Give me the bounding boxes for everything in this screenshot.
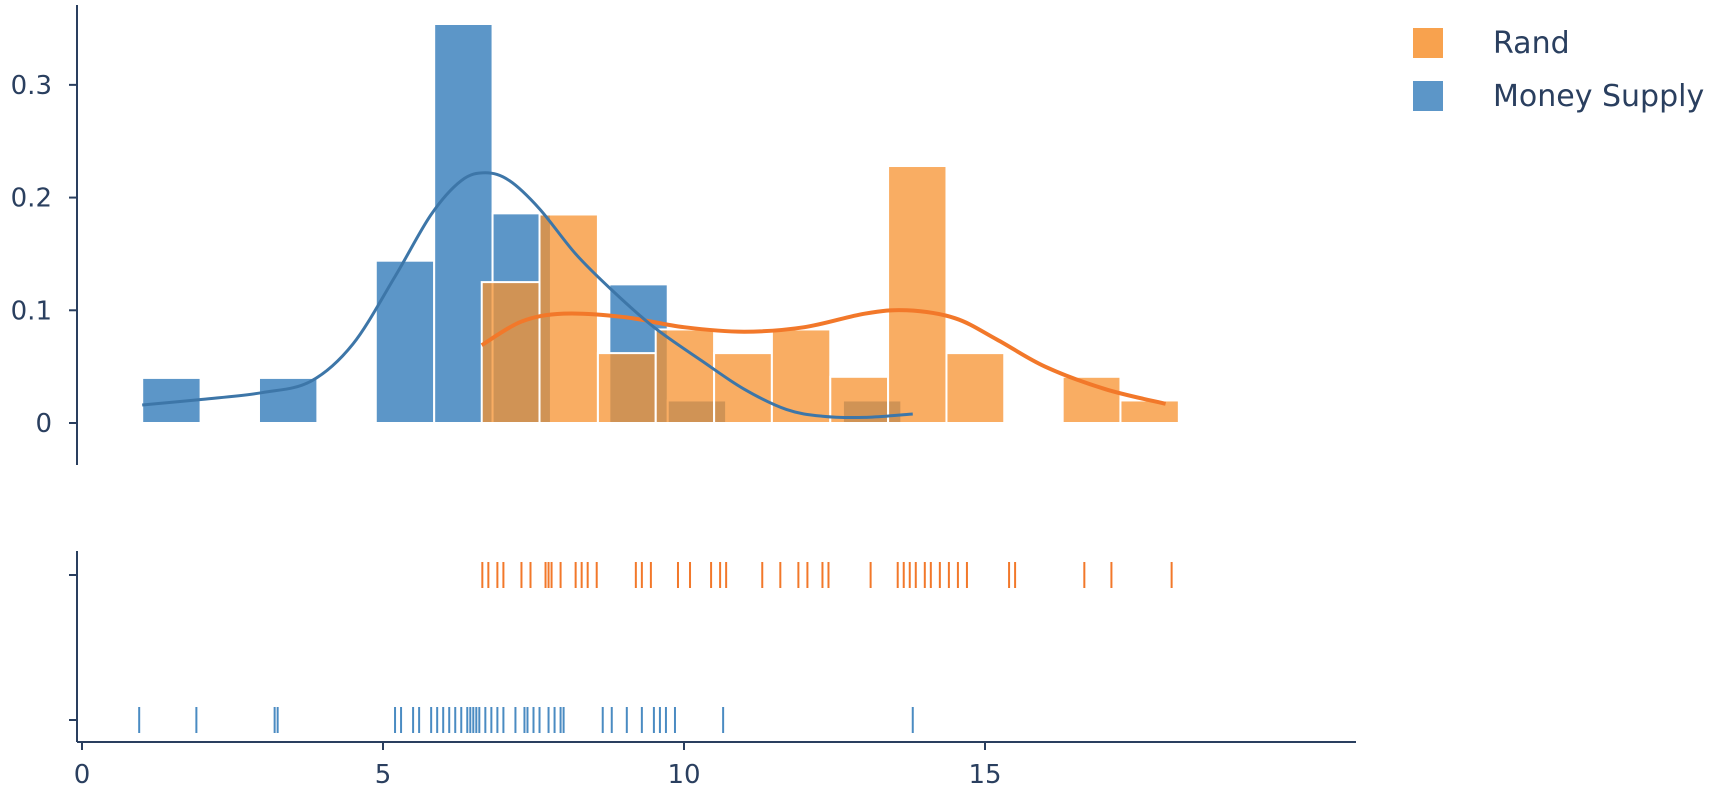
legend-label-rand: Rand	[1493, 26, 1570, 61]
x-tick-label-0: 0	[74, 760, 91, 790]
y-tick-label-3: 0.3	[11, 71, 52, 101]
bar-rand-1	[538, 213, 599, 424]
y-tick-label-1: 0.1	[11, 296, 52, 326]
legend: Rand Money Supply	[1413, 26, 1704, 114]
y-tick-label-2: 0.2	[11, 184, 52, 214]
legend-label-money-supply: Money Supply	[1493, 79, 1704, 114]
bar-rand-3	[654, 328, 716, 425]
bar-rand-11	[1119, 399, 1180, 425]
bar-money-supply-4	[374, 259, 436, 424]
legend-item-rand[interactable]: Rand	[1413, 26, 1570, 61]
histogram-bars	[141, 23, 1180, 425]
y-tick-label-0: 0	[35, 409, 52, 439]
kde-line-rand	[480, 308, 1167, 406]
histogram-panel: 0 0.1 0.2 0.3	[11, 5, 1180, 465]
bar-rand-8	[945, 352, 1006, 425]
rug-marks	[138, 562, 1173, 733]
kde-line-money-supply	[142, 171, 913, 420]
bar-rand-0	[480, 281, 541, 424]
bar-rand-2	[596, 352, 657, 425]
rug-panel: 0 5 10 15	[69, 551, 1356, 790]
legend-item-money-supply[interactable]: Money Supply	[1413, 79, 1704, 114]
bar-money-supply-2	[257, 376, 319, 424]
x-tick-label-3: 15	[968, 760, 1001, 790]
x-axis-ticks: 0 5 10 15	[74, 742, 1002, 790]
x-tick-label-1: 5	[375, 760, 392, 790]
legend-swatch-money-supply	[1413, 81, 1443, 111]
bar-rand-7	[887, 165, 948, 425]
x-tick-label-2: 10	[667, 760, 700, 790]
histogram-y-ticks: 0 0.1 0.2 0.3	[11, 71, 77, 439]
density-curves	[142, 171, 1167, 420]
legend-swatch-rand	[1413, 28, 1443, 58]
